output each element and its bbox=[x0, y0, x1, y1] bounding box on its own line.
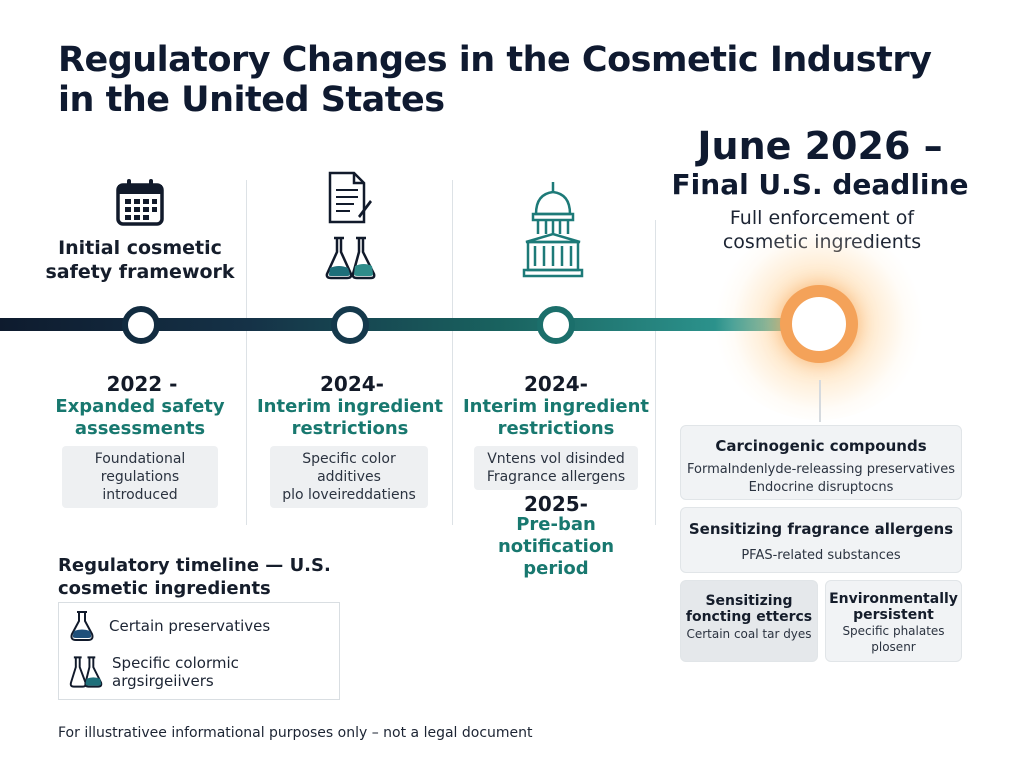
final-node-connector bbox=[819, 380, 821, 422]
milestone-1-top-label: Initial cosmetic safety framework bbox=[40, 236, 240, 284]
panel-2-line-1: PFAS-related substances bbox=[741, 548, 901, 563]
divider-2 bbox=[452, 180, 453, 525]
panel-1-title: Carcinogenic compounds bbox=[715, 437, 927, 455]
milestone-3-note: Vntens vol disinded Fragrance allergens bbox=[474, 446, 638, 490]
milestone-1-note-line-1: Foundational bbox=[94, 451, 186, 467]
final-deadline-node[interactable] bbox=[780, 285, 858, 363]
milestone-1-heading: Expanded safety assessments bbox=[40, 396, 240, 440]
milestone-2-note-line-2: plo loveireddatiens bbox=[282, 487, 416, 503]
panel-4-line-2: plosenr bbox=[871, 640, 916, 654]
milestone-1-node[interactable] bbox=[122, 306, 160, 344]
milestone-2-node[interactable] bbox=[331, 306, 369, 344]
milestone-3-note-line-2: Fragrance allergens bbox=[486, 469, 626, 485]
panel-carcinogenic-compounds: Carcinogenic compounds Formalndenlyde-re… bbox=[680, 425, 962, 500]
final-deadline-date: June 2026 – bbox=[697, 124, 943, 168]
panel-3-title-line-1: Sensitizing bbox=[705, 593, 793, 609]
milestone-3-heading-2: Pre-ban notification period bbox=[456, 514, 656, 580]
legend-title: Regulatory timeline — U.S. cosmetic ingr… bbox=[58, 554, 358, 600]
legend-item-1: Certain preservatives bbox=[59, 603, 339, 649]
panel-2-title: Sensitizing fragrance allergens bbox=[688, 520, 954, 538]
document-icon bbox=[328, 171, 372, 224]
milestone-3-note-line-1: Vntens vol disinded bbox=[487, 451, 625, 467]
legend-item-1-label: Certain preservatives bbox=[109, 617, 271, 635]
milestone-3-heading-line-1: Interim ingredient bbox=[462, 396, 650, 417]
milestone-1-year: 2022 - bbox=[106, 372, 178, 396]
divider-1 bbox=[246, 180, 247, 525]
milestone-1-top-label-line-2: safety framework bbox=[45, 261, 235, 283]
panel-4-title-line-2: persistent bbox=[853, 607, 934, 623]
milestone-2-note-line-1: Specific color additives bbox=[302, 451, 396, 485]
milestone-2-year: 2024- bbox=[320, 372, 384, 396]
milestone-3-heading-2-line-1: Pre-ban notification bbox=[497, 514, 615, 557]
milestone-3-heading-2-line-2: period bbox=[523, 558, 589, 579]
timeline-bar bbox=[0, 318, 830, 331]
panel-3-line-1: Certain coal tar dyes bbox=[686, 627, 812, 641]
milestone-2-heading-line-1: Interim ingredient bbox=[256, 396, 444, 417]
panel-environmentally-persistent: Environmentally persistent Specific phal… bbox=[825, 580, 962, 662]
milestone-1-top-label-line-1: Initial cosmetic bbox=[58, 237, 222, 259]
page-title-line-2: in the United States bbox=[58, 80, 445, 120]
calendar-icon bbox=[116, 179, 164, 226]
legend-item-2: Specific colormic argsirgeiivers bbox=[59, 649, 339, 695]
panel-sensitizing-functions: Sensitizing foncting ettercs Certain coa… bbox=[680, 580, 818, 662]
panel-1-line-1: Formalndenlyde-releassing preservatives bbox=[687, 462, 955, 477]
milestone-3-node[interactable] bbox=[537, 306, 575, 344]
legend-box: Certain preservatives Specific colormic … bbox=[58, 602, 340, 700]
milestone-3-year: 2024- bbox=[524, 372, 588, 396]
legend-item-2-label: Specific colormic argsirgeiivers bbox=[112, 654, 239, 690]
lab-flasks-icon bbox=[69, 656, 103, 688]
page-title-line-1: Regulatory Changes in the Cosmetic Indus… bbox=[58, 40, 932, 80]
milestone-1-note-line-2: regulations introduced bbox=[100, 469, 180, 503]
milestone-2-heading-line-2: restrictions bbox=[291, 418, 409, 439]
milestone-3-heading-line-2: restrictions bbox=[497, 418, 615, 439]
page-title: Regulatory Changes in the Cosmetic Indus… bbox=[58, 40, 938, 120]
panel-4-title-line-1: Environmentally bbox=[829, 591, 958, 607]
legend-title-line-2: cosmetic ingredients bbox=[58, 578, 271, 599]
panel-4-line-1: Specific phalates bbox=[842, 624, 945, 638]
panel-3-title-line-2: foncting ettercs bbox=[685, 609, 813, 625]
footer-disclaimer: For illustrativee informational purposes… bbox=[58, 725, 533, 741]
final-sub-line-1: Full enforcement of bbox=[729, 207, 915, 229]
panel-1-line-2: Endocrine disruptocns bbox=[748, 480, 894, 495]
milestone-2-note: Specific color additives plo loveireddat… bbox=[270, 446, 428, 508]
milestone-1-heading-line-1: Expanded safety bbox=[55, 396, 225, 417]
lab-flask-icon bbox=[325, 236, 376, 280]
milestone-2-heading: Interim ingredient restrictions bbox=[250, 396, 450, 440]
flask-icon bbox=[70, 611, 94, 641]
milestone-1-note: Foundational regulations introduced bbox=[62, 446, 218, 508]
panel-sensitizing-fragrance-allergens: Sensitizing fragrance allergens PFAS-rel… bbox=[680, 507, 962, 573]
final-deadline-heading: June 2026 – Final U.S. deadline bbox=[660, 124, 980, 202]
capitol-building-icon bbox=[522, 182, 584, 278]
milestone-3-year-2: 2025- bbox=[524, 492, 588, 516]
final-deadline-label: Final U.S. deadline bbox=[671, 168, 969, 201]
milestone-3-heading: Interim ingredient restrictions bbox=[456, 396, 656, 440]
milestone-1-heading-line-2: assessments bbox=[74, 418, 206, 439]
divider-3 bbox=[655, 220, 656, 525]
legend-title-line-1: Regulatory timeline — U.S. bbox=[58, 555, 331, 576]
